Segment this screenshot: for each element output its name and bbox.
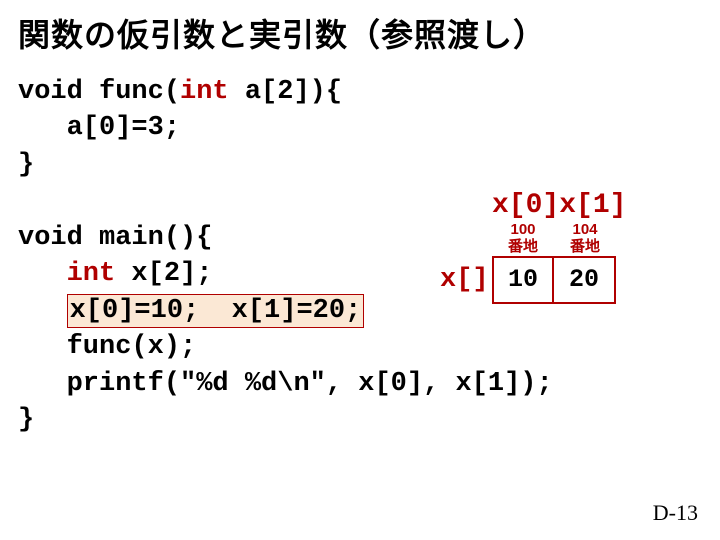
keyword-int-1: int [180, 77, 229, 107]
highlighted-code: x[0]=10; x[1]=20; [67, 294, 365, 328]
code-main-sig: void main(){ [18, 223, 212, 253]
array-cells: 10 20 [492, 256, 616, 304]
cell-0: 10 [492, 256, 554, 304]
idx-x0: x[0] [492, 190, 559, 221]
keyword-int-2: int [67, 259, 116, 289]
code-main-l4: printf("%d %d\n", x[0], x[1]); [18, 369, 553, 399]
addr-0: 100番地 [492, 221, 554, 256]
addr-0-num: 100 [510, 221, 535, 238]
slide-title: 関数の仮引数と実引数（参照渡し） [18, 10, 702, 56]
code-main-l3: func(x); [18, 332, 196, 362]
array-var-label: x[] [440, 265, 492, 295]
slide-number: D-13 [653, 500, 698, 526]
cell-1: 20 [554, 256, 616, 304]
addr-1-num: 104 [572, 221, 597, 238]
code-main-l1-post: x[2]; [115, 259, 212, 289]
addr-0-txt: 番地 [508, 238, 538, 255]
code-main-l1-pre [18, 259, 67, 289]
address-row: 100番地 104番地 [492, 221, 700, 256]
addr-1-txt: 番地 [570, 238, 600, 255]
code-main-l2-pre [18, 296, 67, 326]
code-func-body1: a[0]=3; [18, 113, 180, 143]
addr-1: 104番地 [554, 221, 616, 256]
array-diagram: x[0]x[1] 100番地 104番地 x[] 10 20 [440, 190, 700, 304]
code-func-sig-post: a[2]){ [229, 77, 342, 107]
idx-x1: x[1] [559, 190, 626, 221]
array-index-header: x[0]x[1] [492, 190, 700, 221]
code-func-close: } [18, 150, 34, 180]
code-func-sig-pre: void func( [18, 77, 180, 107]
code-main-close: } [18, 405, 34, 435]
